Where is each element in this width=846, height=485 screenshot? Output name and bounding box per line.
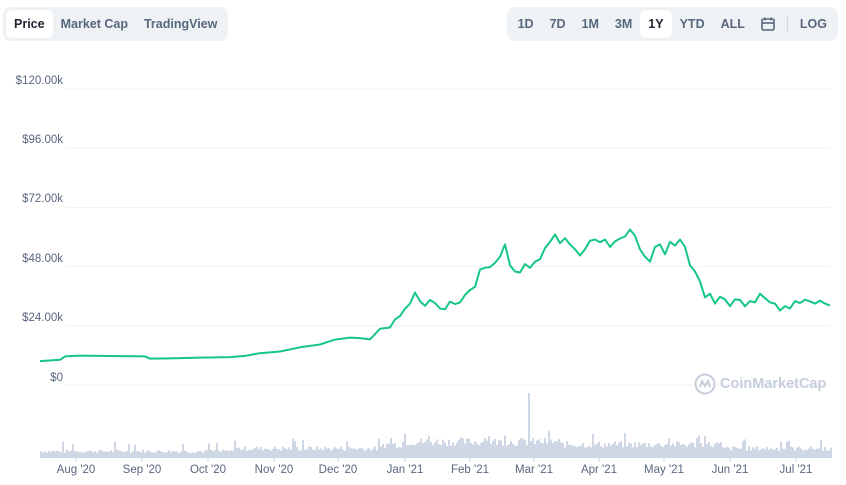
- calendar-button[interactable]: [753, 10, 783, 38]
- x-axis-label: Apr '21: [580, 464, 618, 476]
- y-axis-label: $48.00k: [22, 252, 63, 265]
- x-axis-label: Aug '20: [56, 464, 96, 476]
- range-1d[interactable]: 1D: [517, 17, 534, 31]
- calendar-icon: [761, 17, 775, 31]
- x-axis-label: Feb '21: [451, 464, 489, 476]
- range-selector: 1D 7D 1M 3M 1Y YTD ALL LOG: [506, 7, 838, 41]
- y-axis-label: $0: [50, 372, 63, 384]
- x-axis-label: Jun '21: [711, 464, 749, 476]
- y-axis-label: $72.00k: [22, 193, 63, 206]
- range-3m[interactable]: 3M: [614, 17, 633, 31]
- y-axis-label: $24.00k: [22, 311, 63, 324]
- coinmarketcap-logo-icon: [694, 373, 716, 395]
- tab-market-cap[interactable]: Market Cap: [60, 17, 128, 31]
- x-axis-label: Sep '20: [122, 464, 162, 476]
- log-scale-toggle[interactable]: LOG: [799, 17, 827, 31]
- coinmarketcap-watermark: CoinMarketCap: [694, 373, 826, 395]
- chart-type-tabs: Price Market Cap TradingView: [3, 7, 229, 41]
- y-axis-label: $120.00k: [15, 75, 63, 87]
- tab-tradingview[interactable]: TradingView: [143, 17, 218, 31]
- range-all[interactable]: ALL: [720, 17, 745, 31]
- x-axis-label: May '21: [644, 464, 684, 476]
- range-ytd[interactable]: YTD: [679, 17, 705, 31]
- x-axis-label: Oct '20: [189, 464, 227, 476]
- x-axis-label: Nov '20: [254, 464, 294, 476]
- tab-price[interactable]: Price: [6, 10, 53, 38]
- x-axis-label: Mar '21: [515, 464, 553, 476]
- x-axis-label: Jan '21: [386, 464, 424, 476]
- x-axis-label: Jul '21: [779, 464, 813, 476]
- range-7d[interactable]: 7D: [549, 17, 566, 31]
- range-1y[interactable]: 1Y: [640, 10, 672, 38]
- price-line: [39, 228, 831, 363]
- x-axis-label: Dec '20: [318, 464, 358, 476]
- volume-bars: [40, 393, 832, 458]
- watermark-text: CoinMarketCap: [720, 376, 827, 392]
- divider: [786, 17, 788, 31]
- range-1m[interactable]: 1M: [581, 17, 599, 31]
- y-axis-label: $96.00k: [22, 134, 63, 147]
